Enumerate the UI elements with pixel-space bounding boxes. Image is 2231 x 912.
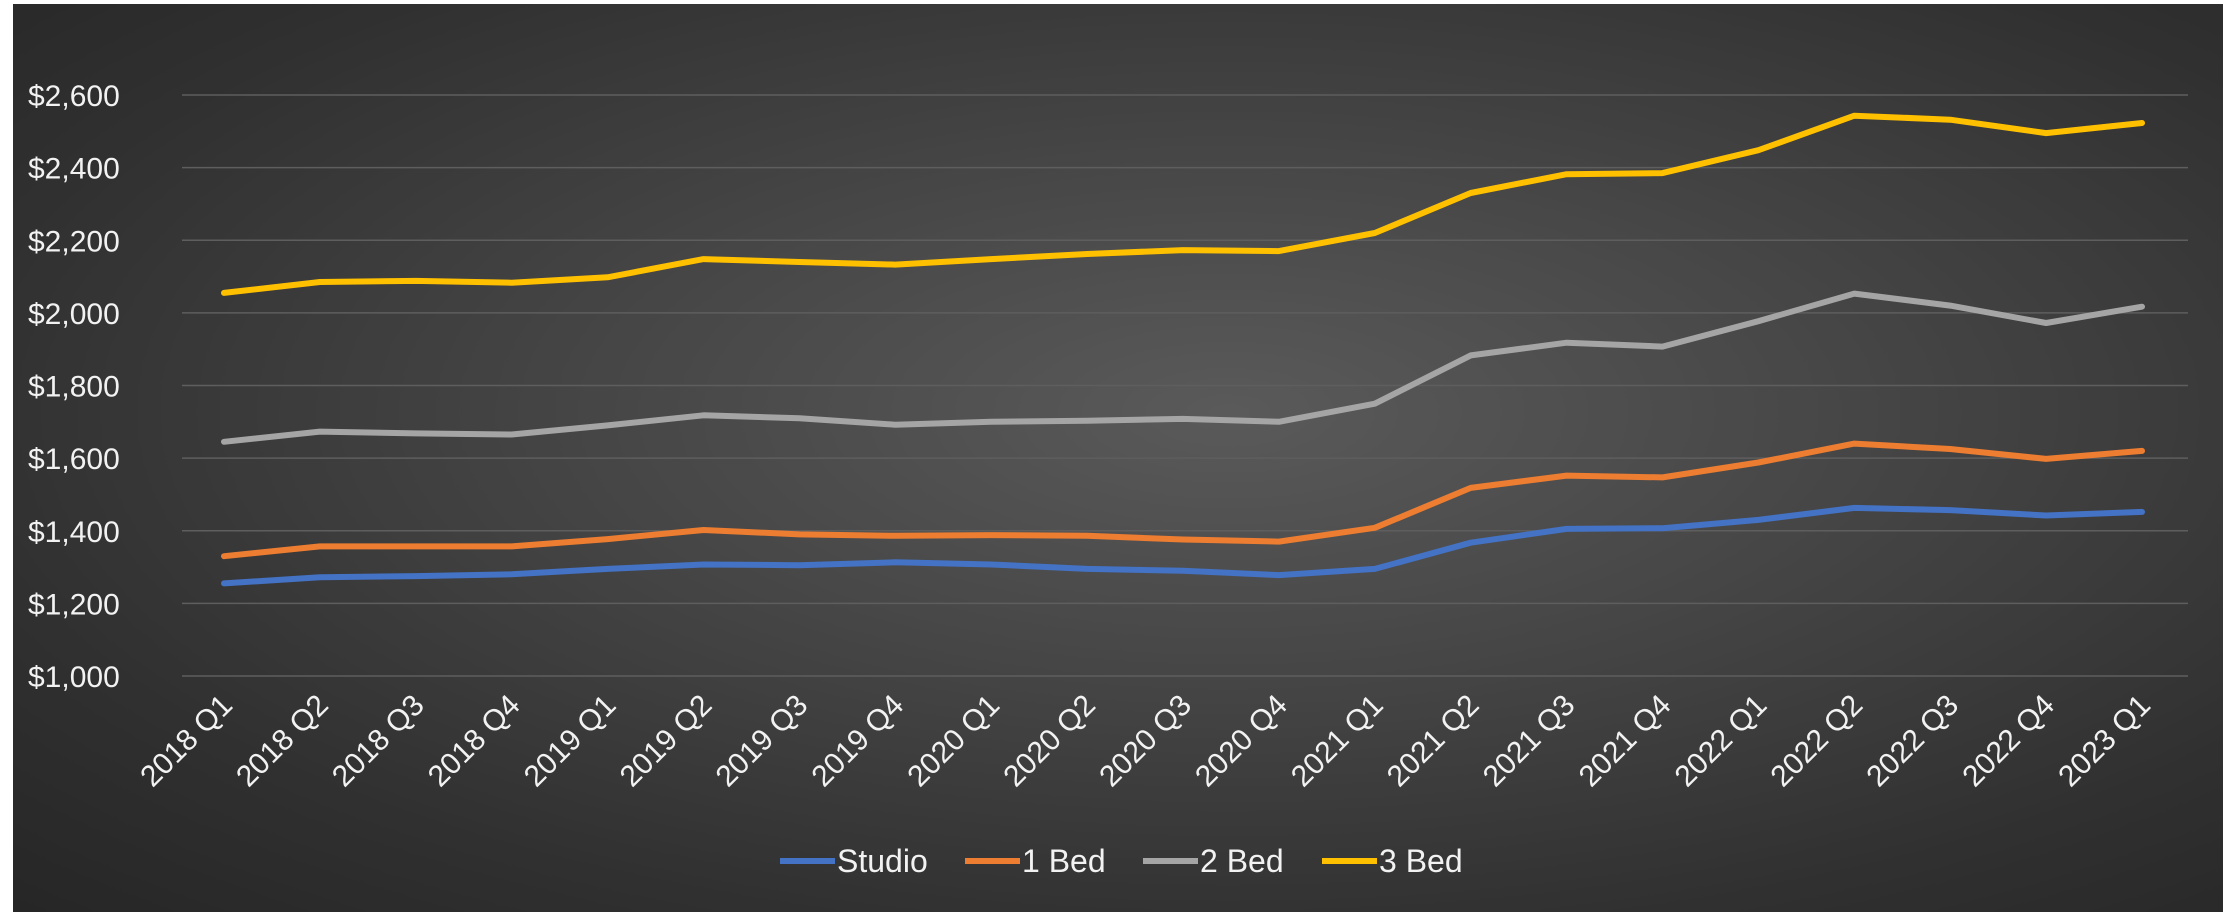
y-tick-label: $2,600 (28, 80, 120, 113)
y-axis-tick-labels: $1,000 $1,200 $1,400 $1,600 $1,800 $2,000 $2,2… (28, 80, 120, 694)
x-tick-label: 2018 Q2 (230, 689, 335, 794)
y-tick-label: $1,400 (28, 516, 120, 549)
series-line-1-bed (221, 440, 2145, 560)
x-tick-label: 2019 Q2 (614, 689, 719, 794)
series-lines (221, 112, 2145, 587)
x-tick-label: 2018 Q4 (422, 689, 527, 794)
x-tick-label: 2022 Q3 (1860, 689, 1965, 794)
legend-label: Studio (837, 843, 928, 879)
x-tick-label: 2021 Q4 (1573, 689, 1678, 794)
x-tick-label: 2022 Q2 (1765, 689, 1870, 794)
y-tick-label: $1,600 (28, 443, 120, 476)
x-tick-label: 2021 Q2 (1381, 689, 1486, 794)
x-tick-label: 2020 Q2 (997, 689, 1102, 794)
y-tick-label: $2,000 (28, 298, 120, 331)
y-tick-label: $1,800 (28, 371, 120, 404)
x-tick-label: 2018 Q3 (326, 689, 431, 794)
series-line-studio (221, 504, 2145, 587)
gridlines (182, 94, 2188, 677)
x-tick-label: 2020 Q3 (1093, 689, 1198, 794)
x-tick-label: 2019 Q4 (806, 689, 911, 794)
x-tick-label: 2023 Q1 (2052, 689, 2157, 794)
series-line-3-bed (221, 112, 2145, 296)
x-tick-label: 2021 Q3 (1477, 689, 1582, 794)
y-tick-label: $2,400 (28, 153, 120, 186)
x-tick-label: 2018 Q1 (134, 689, 239, 794)
legend-label: 1 Bed (1022, 843, 1106, 879)
series-line-2-bed (221, 290, 2145, 445)
legend-label: 3 Bed (1379, 843, 1463, 879)
x-tick-label: 2020 Q4 (1189, 689, 1294, 794)
legend: Studio 1 Bed 2 Bed 3 Bed (780, 843, 1463, 879)
y-tick-label: $1,200 (28, 588, 120, 621)
x-tick-label: 2022 Q4 (1956, 689, 2061, 794)
x-tick-label: 2022 Q1 (1669, 689, 1774, 794)
x-tick-label: 2020 Q1 (901, 689, 1006, 794)
y-tick-label: $2,200 (28, 225, 120, 258)
legend-label: 2 Bed (1200, 843, 1284, 879)
x-tick-label: 2019 Q1 (518, 689, 623, 794)
x-tick-label: 2021 Q1 (1285, 689, 1390, 794)
x-tick-label: 2019 Q3 (710, 689, 815, 794)
y-tick-label: $1,000 (28, 661, 120, 694)
